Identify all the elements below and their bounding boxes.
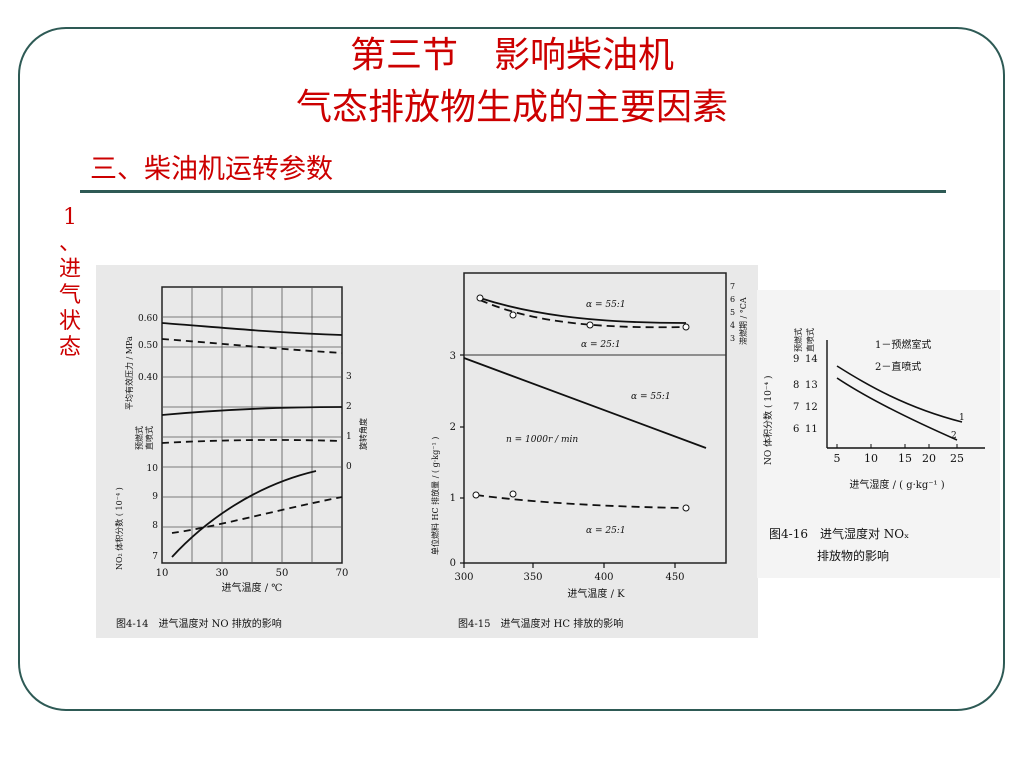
ytick-bottom: 7 — [152, 552, 158, 562]
slide-title-line1: 第三节 影响柴油机 — [349, 35, 674, 76]
vertical-char: 状 — [58, 309, 81, 334]
slide-frame — [18, 27, 1005, 711]
ytick: 7 — [793, 402, 799, 413]
curve-no-dashed — [171, 496, 343, 534]
figure-4-16: 1 2 9 8 7 6 14 13 12 11 预燃式 直喷式 NO 体积分数 … — [762, 328, 985, 563]
column-label: 直喷式 — [805, 328, 815, 352]
ytick: 3 — [450, 351, 456, 362]
ytick-right: 5 — [730, 308, 735, 317]
ytick-right: 1 — [346, 432, 352, 442]
vertical-subheading: 1 、 进 气 状 态 — [57, 205, 83, 361]
curve-label: 2 — [951, 431, 957, 441]
ytick-right: 3 — [730, 334, 735, 343]
ytick-bottom: 9 — [152, 492, 158, 502]
ytick-bottom: 10 — [147, 464, 159, 474]
curve-angle-solid — [161, 406, 343, 416]
section-underline — [80, 190, 946, 193]
xtick: 350 — [523, 572, 542, 583]
legend-item: 1－预燃室式 — [875, 338, 931, 351]
ytick-top: 0.50 — [138, 341, 158, 351]
curve-label: 1 — [959, 413, 965, 423]
vertical-char: 态 — [58, 335, 81, 360]
slide-title-line2: 气态排放物生成的主要因素 — [295, 87, 728, 128]
ytick2: 11 — [805, 424, 818, 435]
y-axis-label: NO 体积分数 ( 10⁻⁴ ) — [762, 375, 774, 465]
legend-prechamber: 预燃式 — [134, 426, 144, 450]
annotation: α = 25:1 — [586, 526, 626, 536]
xtick: 450 — [665, 572, 684, 583]
figure-4-15: α = 55:1 α = 25:1 α = 55:1 n = 1000r / m… — [430, 272, 748, 630]
x-axis-label: 进气温度 / ℃ — [222, 581, 283, 594]
ytick-right: 6 — [730, 295, 735, 304]
figure-caption-line1: 图4-16 进气湿度对 NOₓ — [769, 526, 909, 541]
vertical-char: 进 — [58, 257, 81, 282]
ytick-bottom: 8 — [152, 521, 158, 531]
ytick-right: 3 — [346, 372, 352, 382]
ytick-right: 0 — [346, 462, 352, 472]
xtick: 300 — [454, 572, 473, 583]
ytick2: 13 — [805, 380, 818, 391]
annotation: α = 25:1 — [581, 340, 621, 350]
figure-caption: 图4-14 进气温度对 NO 排放的影响 — [116, 617, 282, 630]
xtick: 25 — [950, 452, 964, 465]
y-axis-label: 单位燃料 HC 排放量 / ( g·kg⁻¹ ) — [430, 437, 440, 555]
right-axis-label: 旋转角度 — [358, 418, 368, 450]
ytick-top: 0.60 — [138, 314, 158, 324]
legend-item: 2－直喷式 — [875, 360, 921, 373]
right-axis-label: 滞燃期 / °CA — [738, 297, 748, 345]
ytick2: 12 — [805, 402, 818, 413]
curve-1 — [836, 365, 963, 423]
xtick: 5 — [834, 452, 841, 465]
xtick: 70 — [336, 568, 349, 579]
y-axis-label-bottom: NO₂ 体积分数 ( 10⁻⁴ ) — [114, 487, 124, 570]
scanned-figure-right — [757, 290, 1000, 578]
column-label: 预燃式 — [793, 328, 803, 352]
section-heading: 三、柴油机运转参数 — [90, 154, 333, 185]
vertical-char: 、 — [58, 231, 81, 256]
ytick-right: 4 — [730, 321, 735, 330]
curve-angle-dashed — [161, 439, 343, 444]
ytick2: 14 — [805, 354, 818, 365]
xtick: 400 — [594, 572, 613, 583]
curve-mep-dashed — [161, 338, 343, 354]
ytick: 9 — [793, 354, 799, 365]
ytick: 6 — [793, 424, 799, 435]
xtick: 10 — [156, 568, 169, 579]
x-axis-label: 进气温度 / K — [567, 587, 625, 600]
ytick: 1 — [450, 493, 456, 504]
curve-delay-25 — [479, 299, 687, 329]
xtick: 20 — [922, 452, 936, 465]
vertical-char: 气 — [58, 283, 81, 308]
annotation: α = 55:1 — [586, 300, 626, 310]
annotation: n = 1000r / min — [506, 435, 578, 445]
xtick: 50 — [276, 568, 289, 579]
figure-caption: 图4-15 进气温度对 HC 排放的影响 — [458, 617, 623, 630]
ytick-right: 7 — [730, 282, 735, 291]
ytick-top: 0.40 — [138, 373, 158, 383]
curve-hc-55 — [463, 357, 707, 449]
x-axis-label: 进气湿度 / ( g·kg⁻¹ ) — [849, 478, 944, 491]
ytick-right: 2 — [346, 402, 352, 412]
xtick: 30 — [216, 568, 229, 579]
curve-mep-solid — [161, 322, 343, 336]
xtick: 10 — [864, 452, 878, 465]
curve-delay-55 — [479, 297, 687, 324]
curve-2 — [836, 377, 958, 441]
legend-direct: 直喷式 — [144, 426, 154, 450]
xtick: 15 — [898, 452, 912, 465]
figure-4-14: 0.60 0.50 0.40 10 9 8 7 3 2 1 0 10 30 50… — [114, 286, 368, 630]
curve-hc-25 — [475, 494, 687, 509]
annotation: α = 55:1 — [631, 392, 671, 402]
ytick: 2 — [450, 422, 456, 433]
curve-no-solid — [171, 470, 317, 558]
figure-caption-line2: 排放物的影响 — [817, 548, 889, 563]
ytick: 8 — [793, 380, 799, 391]
y-axis-label-top: 平均有效压力 / MPa — [124, 336, 134, 410]
ytick: 0 — [450, 558, 456, 569]
vertical-char: 1 — [63, 205, 77, 230]
